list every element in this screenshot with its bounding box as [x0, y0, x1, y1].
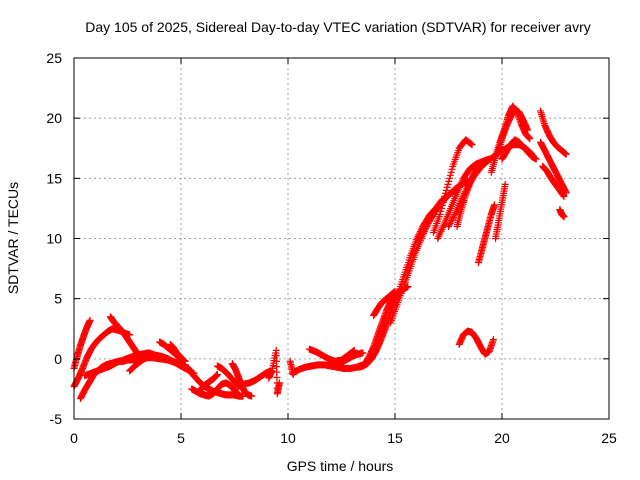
data-point [414, 232, 422, 240]
series-track-h [166, 340, 187, 364]
data-point [468, 141, 476, 149]
data-point [501, 180, 509, 188]
data-point [413, 234, 421, 242]
data-point [467, 140, 475, 148]
data-point [449, 188, 457, 196]
data-point [491, 201, 499, 209]
data-point [439, 198, 447, 206]
data-point [562, 150, 570, 158]
data-point [524, 126, 532, 134]
data-point [449, 215, 457, 223]
series-track-s [333, 349, 367, 368]
data-point [466, 139, 474, 147]
series-track-y [430, 136, 476, 236]
y-axis-title: SDTVAR / TECUs [5, 182, 21, 294]
series-track-n [235, 367, 275, 388]
series-track-ab [453, 162, 482, 230]
chart-title: Day 105 of 2025, Sidereal Day-to-day VTE… [85, 19, 591, 35]
x-tick-label: 15 [387, 430, 403, 446]
data-point [179, 356, 187, 364]
data-point [442, 186, 450, 194]
y-tick-label: 0 [54, 351, 62, 367]
data-point [359, 349, 367, 357]
series-track-af [494, 106, 532, 158]
series-track-b [70, 316, 94, 372]
series-track-e [106, 313, 146, 362]
data-point [437, 207, 445, 215]
y-tick-label: 10 [46, 231, 62, 247]
y-tick-label: -5 [50, 411, 63, 427]
y-tick-labels: -5 0 5 10 15 20 25 [46, 50, 62, 427]
data-point [448, 165, 456, 173]
data-point [446, 219, 454, 227]
data-point [443, 183, 451, 191]
series-track-ak [539, 162, 568, 200]
data-point [445, 221, 453, 229]
data-point [445, 222, 452, 230]
data-point [418, 224, 426, 232]
data-point [445, 177, 453, 185]
y-tick-label: 20 [46, 110, 62, 126]
series-track-l [213, 362, 243, 391]
data-point [560, 213, 568, 221]
y-tick-label: 25 [46, 50, 62, 66]
data-point [289, 370, 297, 378]
series-track-ag [492, 180, 509, 242]
x-tick-label: 20 [494, 430, 510, 446]
series-track-ah [498, 136, 540, 163]
series-track-x [393, 186, 459, 300]
series-track-ai [537, 107, 570, 158]
data-point [446, 171, 454, 179]
data-point [248, 392, 256, 400]
data-point [86, 316, 94, 324]
data-point [449, 213, 457, 221]
y-tick-label: 5 [54, 291, 62, 307]
data-point [412, 236, 420, 244]
data-point [438, 201, 446, 209]
x-tick-label: 0 [70, 430, 78, 446]
series-track-ad [474, 201, 499, 267]
axis-ticks [73, 57, 610, 420]
series-track-al [556, 206, 568, 221]
series-track-q [286, 357, 297, 378]
x-tick-label: 5 [177, 430, 185, 446]
x-axis-title: GPS time / hours [287, 458, 394, 474]
data-point [560, 192, 568, 200]
data-point [447, 168, 455, 176]
y-tick-label: 15 [46, 170, 62, 186]
x-tick-label: 25 [601, 430, 617, 446]
x-tick-labels: 0 5 10 15 20 25 [70, 430, 617, 446]
data-point [416, 229, 424, 237]
series-track-k [194, 370, 221, 397]
data-point [474, 162, 482, 170]
series-track-aj [537, 138, 570, 197]
data-point [489, 336, 497, 344]
data-point [436, 210, 444, 218]
series-track-p [288, 361, 367, 377]
data-point [441, 192, 449, 200]
data-point [442, 189, 450, 197]
data-point [235, 391, 243, 399]
data-point [275, 379, 283, 387]
series-track-o [265, 346, 283, 398]
data-point [526, 135, 534, 143]
data-point [438, 204, 446, 212]
series-track-ac [455, 327, 497, 358]
data-point [440, 195, 448, 203]
data-point [416, 227, 424, 235]
data-point [415, 231, 423, 239]
x-tick-label: 10 [280, 430, 296, 446]
data-point [444, 180, 452, 188]
data-point [447, 218, 455, 226]
data-point [446, 174, 454, 182]
data-point [417, 226, 425, 234]
data-point [448, 216, 456, 224]
data-point [532, 155, 540, 163]
data-points [70, 102, 570, 403]
data-point [213, 370, 221, 378]
